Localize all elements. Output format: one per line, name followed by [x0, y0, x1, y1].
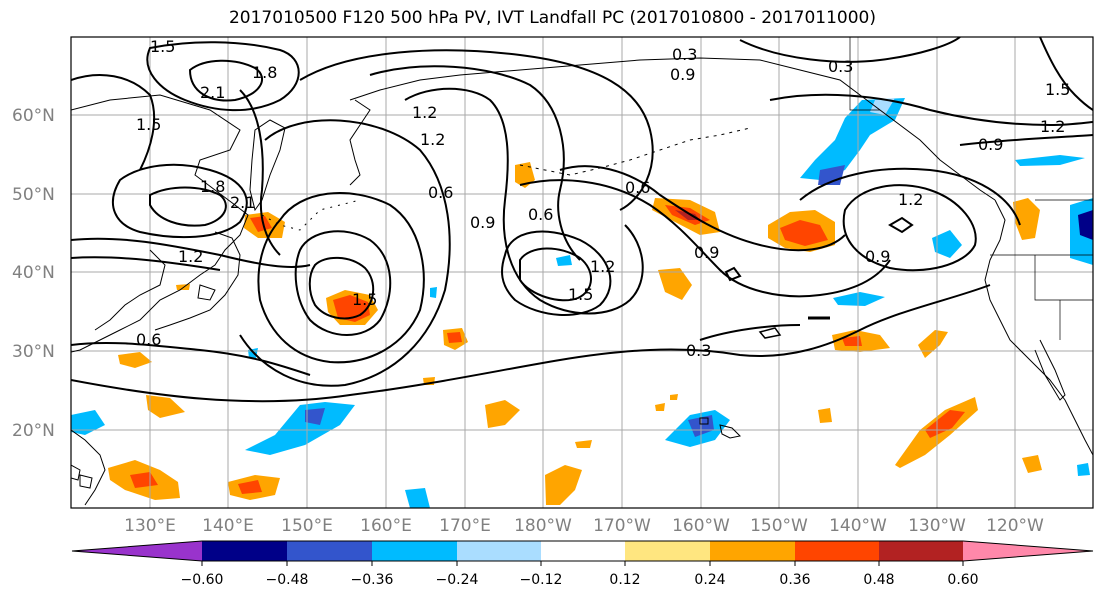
latitude-labels: 60°N 50°N 40°N 30°N 20°N	[12, 106, 55, 441]
lat-label: 50°N	[12, 185, 55, 205]
colorbar-tick: 0.12	[609, 572, 640, 588]
contour-label: 0.9	[865, 247, 890, 266]
lon-label: 150°W	[750, 516, 808, 536]
lon-label: 140°W	[829, 516, 887, 536]
lon-label: 130°W	[908, 516, 966, 536]
colorbar-segment	[287, 541, 372, 561]
contour-label: 0.6	[428, 183, 453, 202]
longitude-labels: 130°E 140°E 150°E 160°E 170°E 180°W 170°…	[124, 516, 1044, 536]
contour-label: 1.8	[252, 63, 277, 82]
lat-label: 20°N	[12, 421, 55, 441]
contour-label: 1.5	[136, 115, 161, 134]
coastlines	[71, 37, 1093, 506]
contour-label: 0.6	[136, 330, 161, 349]
map-area: 1.5 2.1 1.8 1.5 1.8 1.2 1.2 0.6 0.9 0.6 …	[71, 37, 1093, 508]
contour-label: 1.2	[420, 130, 445, 149]
contour-label: 1.2	[590, 257, 615, 276]
contour-label: 0.9	[978, 135, 1003, 154]
contour-label: 0.9	[470, 213, 495, 232]
contour-label: 1.2	[1040, 117, 1065, 136]
colorbar-tick: 0.48	[863, 572, 894, 588]
contour-label: 1.2	[898, 190, 923, 209]
contour-label: 0.3	[828, 57, 853, 76]
contour-label: 1.5	[568, 285, 593, 304]
graticule	[71, 37, 1093, 508]
colorbar-segment	[72, 541, 202, 561]
colorbar-segment	[202, 541, 287, 561]
colorbar: −0.60 −0.48 −0.36 −0.24 −0.12 0.12 0.24 …	[71, 540, 1094, 588]
figure-title: 2017010500 F120 500 hPa PV, IVT Landfall…	[228, 8, 876, 28]
lon-label: 180°W	[514, 516, 572, 536]
colorbar-tick: 0.60	[947, 572, 978, 588]
contour-label: 0.6	[625, 178, 650, 197]
contour-label: 0.3	[672, 45, 697, 64]
colorbar-segment	[795, 541, 879, 561]
contour-label: 2.1	[200, 83, 225, 102]
contour-label: 2.1	[230, 193, 255, 212]
contour-label: 1.5	[1045, 80, 1070, 99]
contour-label: 0.9	[694, 243, 719, 262]
colorbar-segment	[879, 541, 963, 561]
colorbar-tick: −0.12	[520, 572, 563, 588]
lat-label: 60°N	[12, 106, 55, 126]
contour-labels: 1.5 2.1 1.8 1.5 1.8 1.2 1.2 0.6 0.9 0.6 …	[136, 37, 1070, 360]
lon-label: 140°E	[202, 516, 254, 536]
lat-label: 30°N	[12, 342, 55, 362]
colorbar-tick: −0.24	[436, 572, 479, 588]
contour-label: 1.2	[178, 247, 203, 266]
contour-label: 1.8	[200, 177, 225, 196]
colorbar-segment	[457, 541, 541, 561]
lat-label: 40°N	[12, 263, 55, 283]
contour-label: 0.6	[528, 205, 553, 224]
lon-label: 160°E	[360, 516, 412, 536]
lon-label: 130°E	[124, 516, 176, 536]
lon-label: 170°E	[439, 516, 491, 536]
contour-label: 0.9	[670, 65, 695, 84]
colorbar-tick: −0.48	[266, 572, 309, 588]
colorbar-segment	[625, 541, 710, 561]
colorbar-segment	[710, 541, 795, 561]
lon-label: 120°W	[986, 516, 1044, 536]
contour-label: 0.3	[686, 341, 711, 360]
contour-label: 1.5	[150, 37, 175, 56]
lon-label: 150°E	[281, 516, 333, 536]
pv-contours	[71, 37, 1093, 403]
colorbar-tick: 0.36	[779, 572, 810, 588]
colorbar-segment	[372, 541, 457, 561]
colorbar-segment	[963, 541, 1093, 561]
lon-label: 160°W	[672, 516, 730, 536]
contour-label: 1.5	[352, 290, 377, 309]
contour-label: 1.2	[412, 103, 437, 122]
map-frame	[70, 36, 1094, 509]
colorbar-tick: 0.24	[694, 572, 725, 588]
colorbar-tick: −0.60	[181, 572, 224, 588]
lon-label: 170°W	[593, 516, 651, 536]
ivt-fill-layer	[71, 98, 1093, 508]
colorbar-segment	[541, 541, 625, 561]
colorbar-tick: −0.36	[351, 572, 394, 588]
